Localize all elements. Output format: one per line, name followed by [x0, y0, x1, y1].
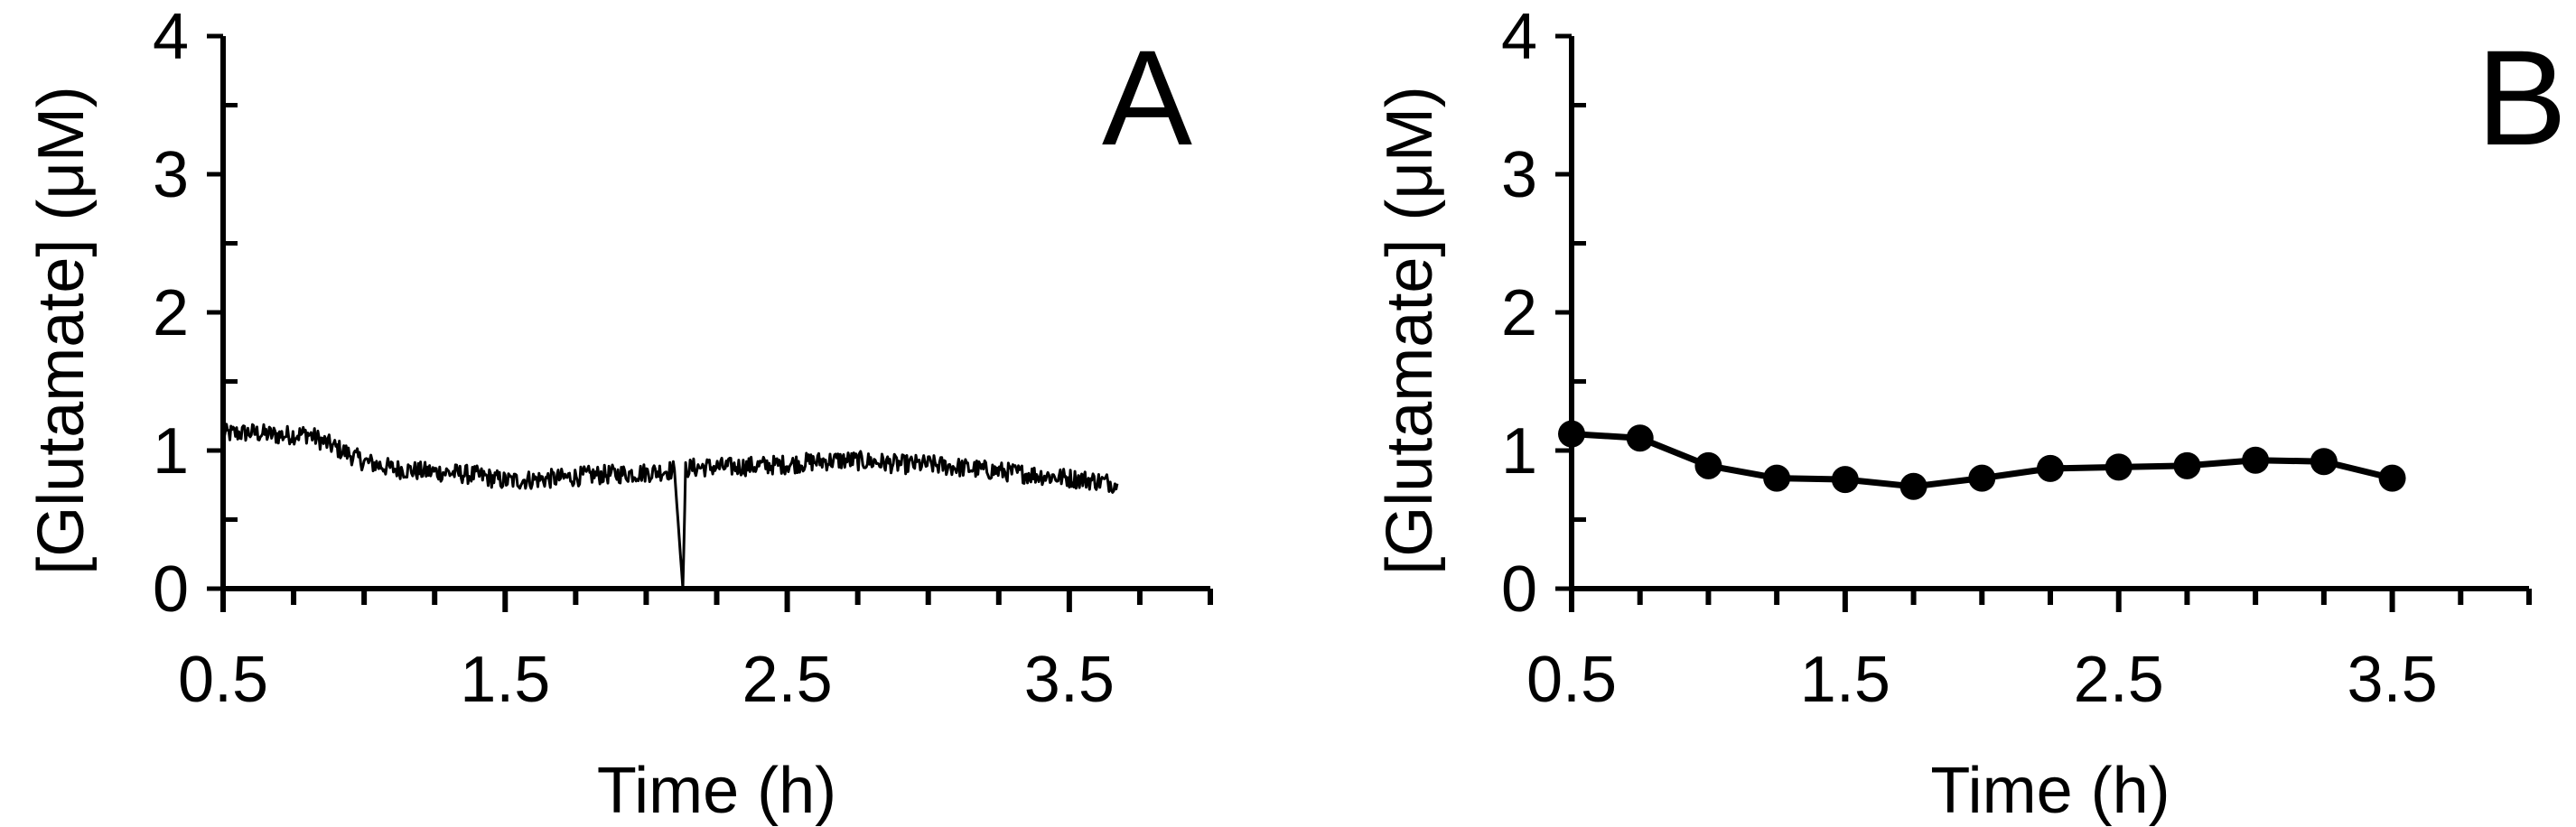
x-axis-label-b: Time (h) [1930, 755, 2170, 827]
x-tick-label: 2.5 [742, 644, 833, 716]
y-tick-label: 3 [153, 139, 189, 211]
data-point [1831, 466, 1859, 494]
data-point [2242, 446, 2270, 474]
x-ticks-b: 0.5 1.5 2.5 3.5 [1526, 589, 2532, 716]
series-layer-a [221, 423, 1119, 590]
data-point [2037, 454, 2064, 482]
data-point [1694, 451, 1722, 479]
x-tick-label: 1.5 [1800, 644, 1890, 716]
y-ticks-b: 0 1 2 3 4 [1501, 1, 1586, 626]
y-tick-label: 4 [153, 1, 189, 73]
panel-a: A 0.5 1.5 2.5 3.5 0 1 2 3 4 Time (h) [Glutamate… [25, 1, 1213, 827]
y-tick-label: 0 [1501, 553, 1537, 626]
y-tick-label: 4 [1501, 1, 1537, 73]
x-axis-label-a: Time (h) [597, 755, 836, 827]
x-tick-label: 1.5 [460, 644, 550, 716]
y-tick-label: 1 [153, 415, 189, 488]
y-tick-label: 3 [1501, 139, 1537, 211]
panel-label-a: A [1102, 22, 1192, 173]
data-point [2105, 453, 2133, 481]
y-tick-label: 1 [1501, 415, 1537, 488]
data-point [1626, 424, 1654, 452]
data-point [2173, 451, 2201, 479]
x-tick-label: 3.5 [2347, 644, 2438, 716]
y-axis-label-a: [Glutamate] (μM) [25, 86, 98, 575]
y-axis-label-b: [Glutamate] (μM) [1374, 86, 1446, 575]
x-ticks-a: 0.5 1.5 2.5 3.5 [178, 589, 1213, 716]
x-tick-label: 0.5 [1526, 644, 1617, 716]
x-tick-label: 3.5 [1024, 644, 1115, 716]
y-tick-label: 0 [153, 553, 189, 626]
panel-b: B 0.5 1.5 2.5 3.5 0 1 2 3 4 Time (h) [Glutamate… [1374, 1, 2567, 827]
series-layer-b [1558, 420, 2406, 500]
series-trace-a [221, 423, 1119, 590]
x-tick-label: 2.5 [2074, 644, 2164, 716]
data-point [1763, 464, 1791, 492]
data-point [1968, 464, 1996, 492]
y-tick-label: 2 [153, 277, 189, 349]
data-point [1899, 472, 1927, 500]
data-point [2310, 448, 2338, 476]
y-tick-label: 2 [1501, 277, 1537, 349]
x-tick-label: 0.5 [178, 644, 268, 716]
data-point [2378, 464, 2406, 492]
panel-label-b: B [2477, 22, 2567, 173]
